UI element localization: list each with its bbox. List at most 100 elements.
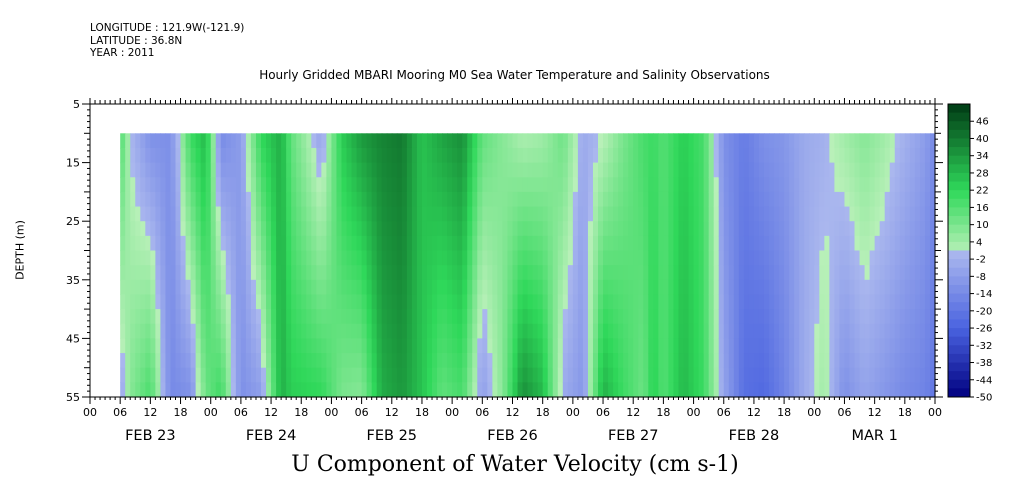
heatmap-cell bbox=[281, 191, 287, 208]
heatmap-cell bbox=[582, 235, 589, 252]
heatmap-cell bbox=[844, 133, 851, 149]
heatmap-cell bbox=[804, 147, 810, 164]
heatmap-cell bbox=[281, 147, 287, 164]
heatmap-cell bbox=[844, 338, 851, 354]
heatmap-cell bbox=[763, 279, 770, 296]
heatmap-cell bbox=[517, 147, 524, 164]
heatmap-cell bbox=[271, 265, 277, 281]
heatmap-cell bbox=[255, 147, 262, 164]
heatmap-cell bbox=[512, 338, 519, 354]
heatmap-cell bbox=[351, 309, 358, 325]
heatmap-cell bbox=[924, 133, 931, 149]
heatmap-cell bbox=[175, 382, 182, 398]
heatmap-cell bbox=[240, 353, 247, 369]
heatmap-cell bbox=[814, 323, 820, 339]
heatmap-cell bbox=[623, 133, 629, 149]
heatmap-cell bbox=[185, 353, 192, 369]
heatmap-cell bbox=[336, 367, 343, 383]
heatmap-cell bbox=[356, 338, 363, 354]
x-hour-label: 12 bbox=[264, 406, 278, 419]
heatmap-cell bbox=[673, 206, 680, 222]
heatmap-cell bbox=[266, 191, 272, 208]
heatmap-cell bbox=[859, 382, 866, 398]
heatmap-cell bbox=[784, 323, 790, 339]
heatmap-cell bbox=[492, 221, 499, 237]
y-tick-label: 25 bbox=[66, 215, 80, 228]
heatmap-cell bbox=[416, 265, 423, 281]
heatmap-cell bbox=[477, 147, 483, 164]
heatmap-cell bbox=[165, 323, 172, 339]
heatmap-cell bbox=[255, 353, 262, 369]
heatmap-cell bbox=[542, 235, 549, 252]
heatmap-cell bbox=[804, 367, 810, 383]
heatmap-cell bbox=[638, 162, 644, 178]
heatmap-cell bbox=[864, 265, 871, 281]
heatmap-cell bbox=[743, 147, 750, 164]
heatmap-cell bbox=[743, 309, 750, 325]
heatmap-cell bbox=[758, 279, 765, 296]
colorbar-label: -38 bbox=[976, 358, 992, 369]
heatmap-cell bbox=[779, 309, 785, 325]
heatmap-cell bbox=[698, 323, 705, 339]
heatmap-cell bbox=[643, 235, 649, 252]
heatmap-cell bbox=[170, 206, 177, 222]
heatmap-cell bbox=[598, 177, 604, 193]
heatmap-cell bbox=[698, 382, 705, 398]
heatmap-cell bbox=[281, 206, 287, 222]
heatmap-cell bbox=[230, 382, 237, 398]
heatmap-cell bbox=[366, 294, 373, 310]
heatmap-cell bbox=[120, 206, 126, 222]
heatmap-cell bbox=[718, 250, 725, 266]
heatmap-cell bbox=[391, 221, 398, 237]
heatmap-cell bbox=[879, 338, 886, 354]
heatmap-cell bbox=[411, 162, 418, 178]
heatmap-cell bbox=[487, 265, 493, 281]
heatmap-cell bbox=[205, 353, 212, 369]
heatmap-cell bbox=[140, 133, 146, 149]
heatmap-cell bbox=[482, 294, 488, 310]
heatmap-cell bbox=[809, 265, 815, 281]
heatmap-cell bbox=[582, 309, 589, 325]
heatmap-cell bbox=[266, 221, 272, 237]
heatmap-cell bbox=[577, 323, 584, 339]
heatmap-cell bbox=[517, 353, 524, 369]
heatmap-cell bbox=[517, 235, 524, 252]
heatmap-cell bbox=[532, 177, 539, 193]
heatmap-cell bbox=[929, 309, 936, 325]
heatmap-cell bbox=[371, 382, 378, 398]
heatmap-cell bbox=[391, 191, 398, 208]
heatmap-cell bbox=[462, 206, 468, 222]
heatmap-cell bbox=[834, 206, 841, 222]
heatmap-cell bbox=[693, 367, 700, 383]
heatmap-cell bbox=[884, 235, 891, 252]
heatmap-cell bbox=[165, 147, 172, 164]
colorbar-band bbox=[948, 104, 970, 114]
heatmap-cell bbox=[582, 323, 589, 339]
heatmap-cell bbox=[356, 367, 363, 383]
heatmap-cell bbox=[346, 265, 353, 281]
heatmap-cell bbox=[492, 191, 499, 208]
heatmap-cell bbox=[869, 323, 876, 339]
heatmap-cell bbox=[809, 309, 815, 325]
heatmap-cell bbox=[919, 221, 926, 237]
heatmap-cell bbox=[225, 147, 232, 164]
heatmap-cell bbox=[406, 191, 413, 208]
heatmap-cell bbox=[698, 265, 705, 281]
heatmap-cell bbox=[919, 177, 926, 193]
heatmap-cell bbox=[426, 221, 433, 237]
heatmap-cell bbox=[708, 206, 715, 222]
heatmap-cell bbox=[452, 367, 458, 383]
heatmap-cell bbox=[608, 294, 614, 310]
heatmap-cell bbox=[250, 323, 257, 339]
heatmap-cell bbox=[230, 235, 237, 252]
heatmap-cell bbox=[336, 147, 343, 164]
heatmap-cell bbox=[487, 191, 493, 208]
heatmap-cell bbox=[774, 323, 780, 339]
heatmap-cell bbox=[628, 221, 634, 237]
heatmap-cell bbox=[929, 177, 936, 193]
heatmap-cell bbox=[552, 221, 559, 237]
heatmap-cell bbox=[120, 162, 126, 178]
heatmap-cell bbox=[824, 206, 830, 222]
heatmap-cell bbox=[462, 191, 468, 208]
heatmap-cell bbox=[859, 191, 866, 208]
